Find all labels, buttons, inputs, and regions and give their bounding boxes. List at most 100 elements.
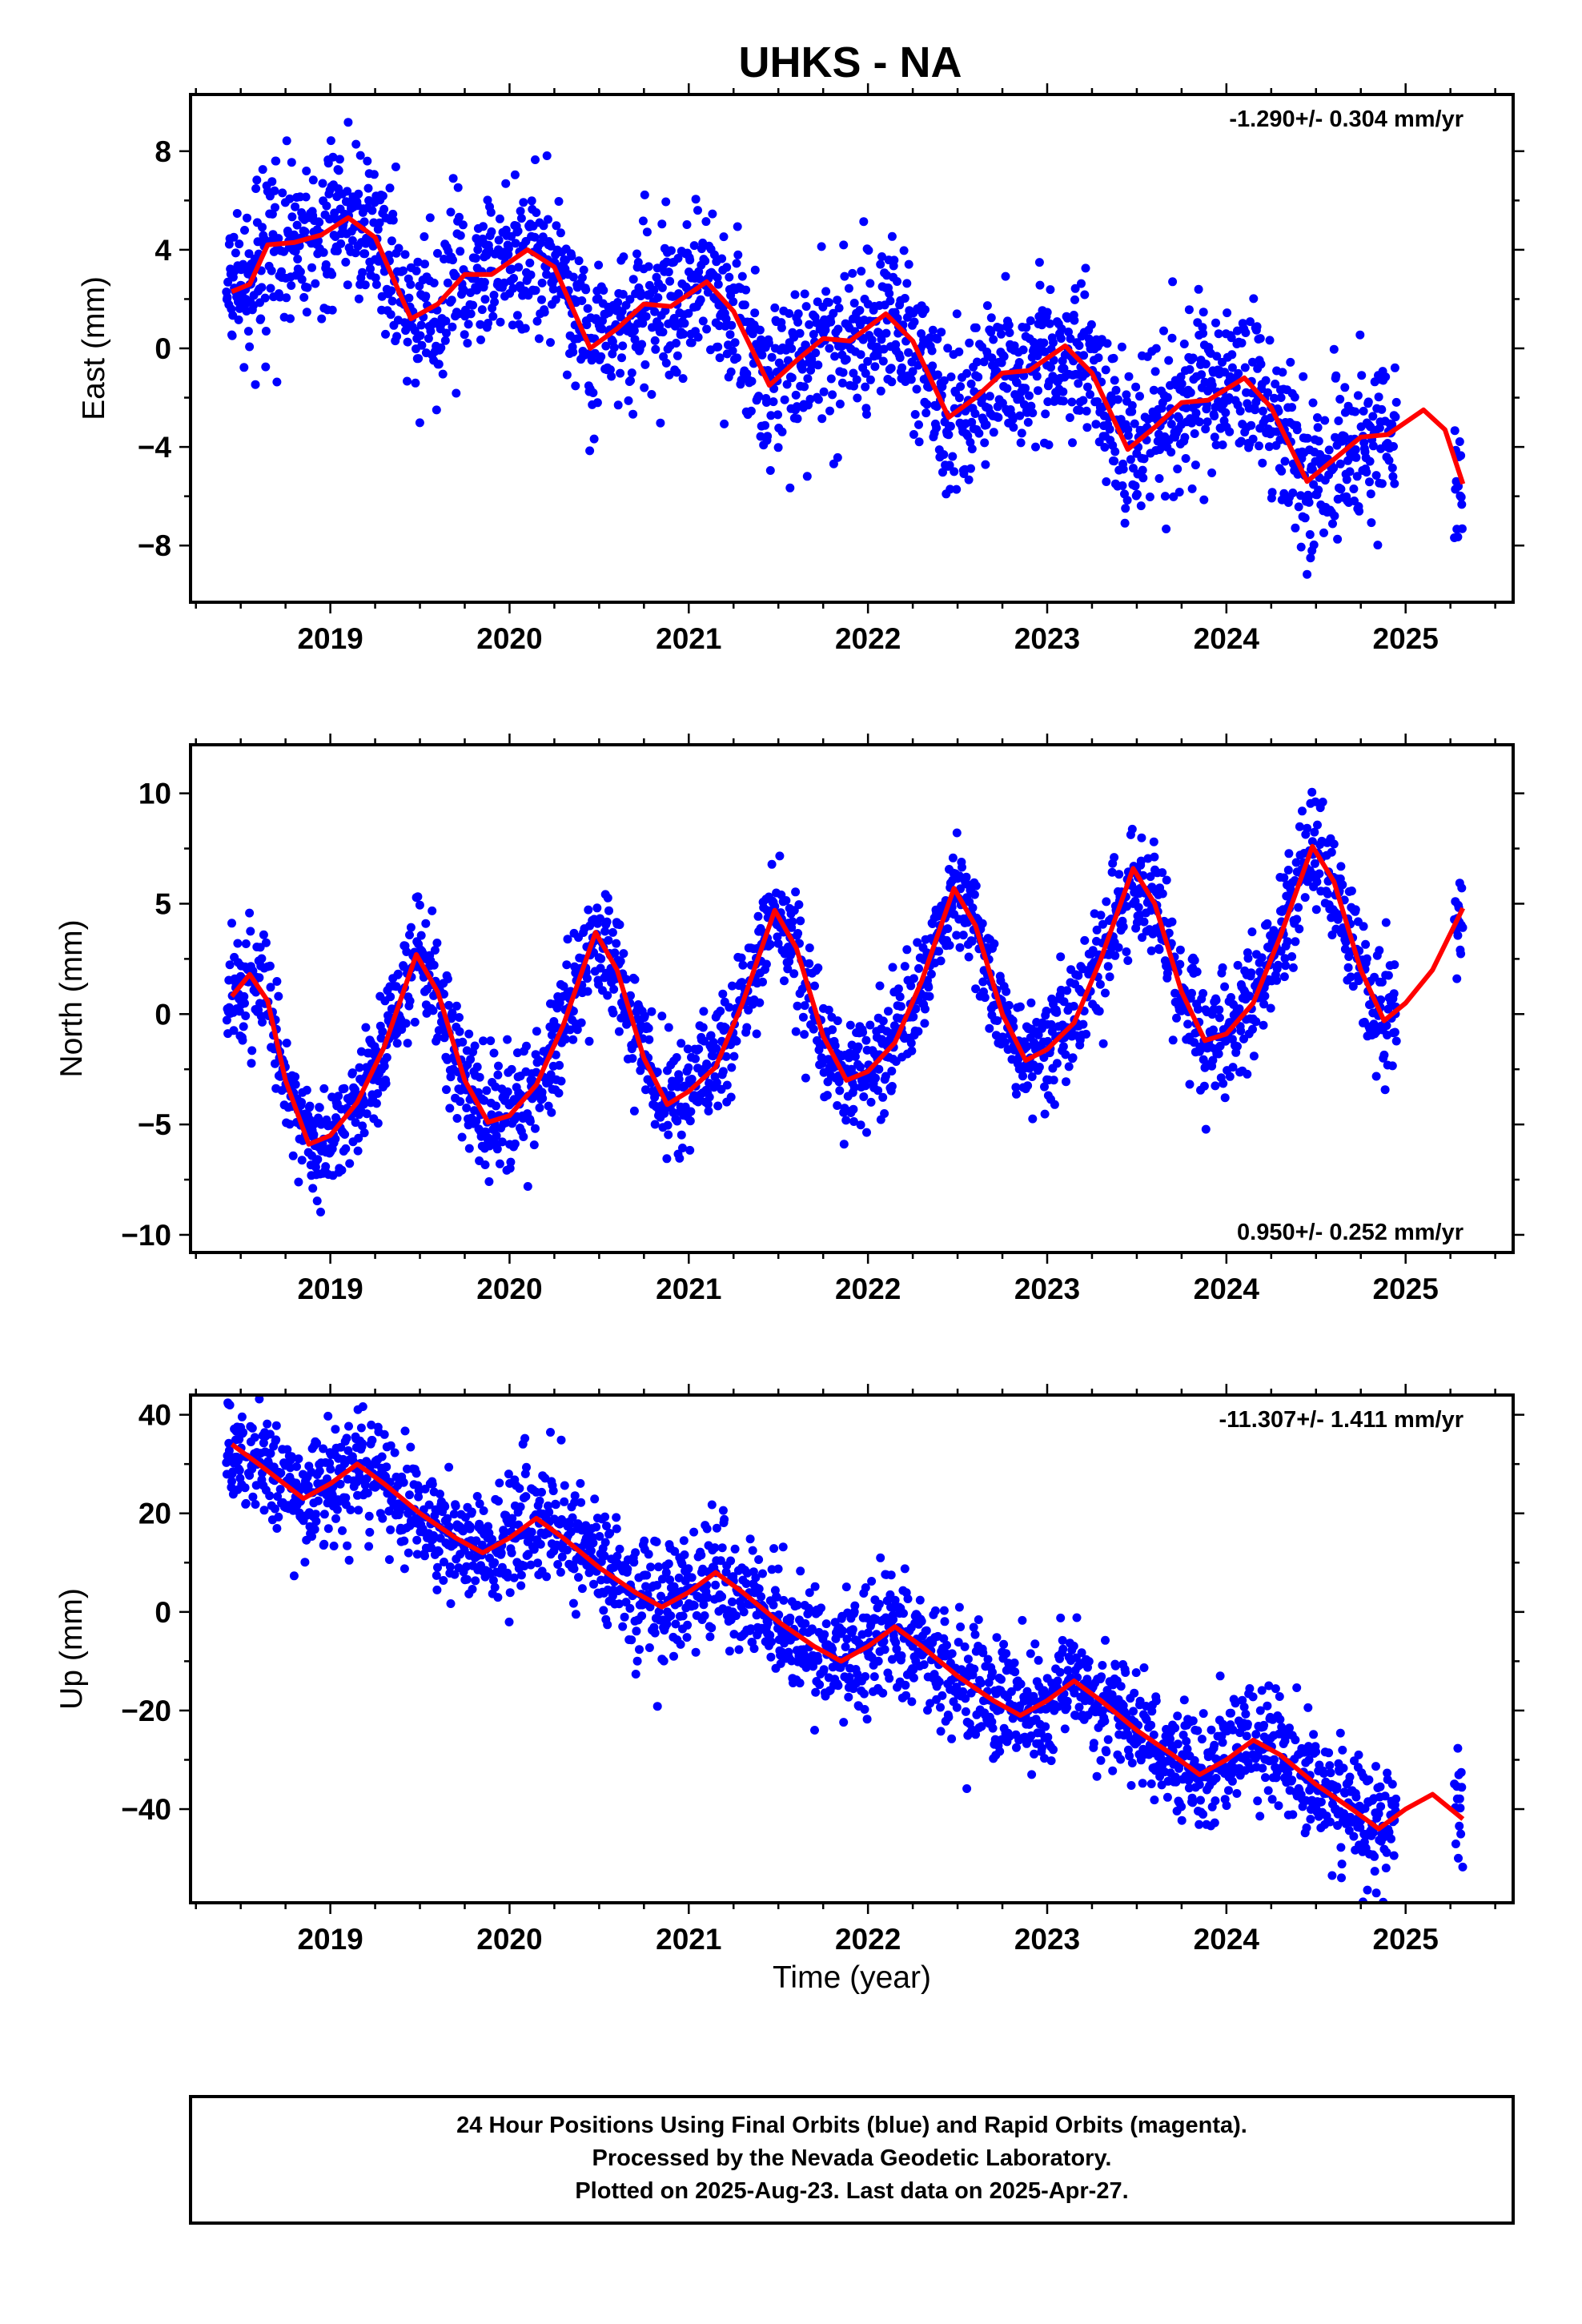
- data-point: [1236, 436, 1246, 446]
- data-point: [672, 339, 681, 348]
- data-point: [456, 247, 465, 256]
- data-point: [1258, 406, 1267, 416]
- data-point: [899, 246, 909, 255]
- data-point: [552, 221, 561, 231]
- chart-title: UHKS - NA: [739, 38, 962, 86]
- data-point: [1249, 294, 1259, 304]
- x-tick-label: 2019: [297, 622, 363, 655]
- data-point: [452, 388, 461, 398]
- data-point: [256, 314, 266, 324]
- data-point: [1181, 454, 1191, 463]
- data-point: [895, 353, 905, 363]
- data-point: [1456, 451, 1466, 460]
- data-point: [1114, 870, 1124, 879]
- data-point: [492, 1144, 502, 1154]
- data-point: [1225, 427, 1235, 436]
- data-point: [1331, 371, 1341, 380]
- data-point: [1236, 1026, 1246, 1035]
- data-point: [1329, 463, 1339, 472]
- data-point: [1052, 1059, 1062, 1068]
- data-point: [1307, 787, 1317, 797]
- data-point: [1175, 945, 1185, 955]
- data-point: [1078, 1019, 1088, 1029]
- data-point: [1342, 475, 1351, 485]
- data-point: [986, 328, 996, 337]
- data-point: [432, 939, 442, 947]
- data-point: [571, 1610, 580, 1619]
- data-point: [1218, 440, 1227, 449]
- data-point: [335, 1479, 345, 1489]
- data-point: [805, 943, 814, 953]
- data-point: [1138, 933, 1146, 943]
- data-point: [689, 241, 699, 251]
- data-point: [300, 1558, 310, 1567]
- data-point: [1187, 484, 1197, 493]
- data-point: [730, 338, 740, 348]
- data-point: [708, 209, 717, 219]
- data-point: [725, 330, 735, 340]
- data-point: [889, 255, 899, 265]
- data-point: [482, 1086, 492, 1096]
- data-point: [747, 376, 757, 386]
- data-point: [1355, 330, 1365, 340]
- data-point: [1310, 858, 1319, 868]
- data-point: [440, 1502, 450, 1511]
- data-point: [448, 174, 458, 183]
- data-point: [619, 252, 628, 262]
- data-point: [291, 202, 300, 211]
- data-point: [1456, 493, 1466, 502]
- data-point: [521, 1492, 531, 1502]
- data-point: [885, 296, 895, 306]
- data-point: [312, 1196, 322, 1206]
- data-point: [733, 250, 743, 259]
- data-point: [756, 432, 765, 441]
- data-point: [560, 1481, 569, 1490]
- data-point: [1251, 1017, 1261, 1027]
- data-point: [1351, 407, 1360, 416]
- data-point: [571, 381, 580, 391]
- data-point: [367, 1420, 376, 1429]
- data-point: [1243, 1069, 1252, 1079]
- data-point: [285, 194, 295, 203]
- x-tick-label: 2023: [1014, 622, 1080, 655]
- data-point: [849, 1083, 859, 1092]
- data-point: [1082, 406, 1091, 416]
- data-point: [1175, 959, 1185, 969]
- data-point: [299, 292, 309, 302]
- data-point: [683, 1044, 693, 1054]
- data-point: [1023, 417, 1033, 427]
- data-point: [1122, 390, 1131, 400]
- data-point: [699, 1007, 709, 1016]
- data-point: [1284, 849, 1294, 858]
- data-point: [287, 1452, 296, 1462]
- data-point: [763, 432, 773, 441]
- data-point: [1304, 497, 1314, 507]
- data-point: [684, 308, 693, 318]
- data-point: [526, 270, 536, 279]
- data-point: [504, 1617, 514, 1626]
- data-point: [315, 1103, 324, 1112]
- data-point: [1075, 406, 1085, 415]
- data-point: [300, 227, 310, 236]
- data-point: [630, 975, 640, 984]
- data-point: [1026, 401, 1036, 411]
- data-point: [887, 1082, 897, 1091]
- data-point: [260, 293, 270, 303]
- data-point: [258, 223, 267, 232]
- data-point: [1139, 454, 1149, 464]
- data-point: [1251, 405, 1260, 415]
- data-point: [343, 118, 353, 127]
- data-point: [294, 1454, 303, 1464]
- data-point: [305, 1101, 315, 1111]
- data-point: [864, 246, 873, 255]
- data-point: [399, 962, 408, 971]
- data-point: [672, 368, 681, 377]
- data-point: [1257, 953, 1267, 963]
- data-point: [399, 266, 408, 275]
- data-point: [773, 443, 783, 452]
- data-point: [1311, 797, 1320, 806]
- panels: 2019 2020 2021 2022 2023 2024 2025−8−4048East …: [54, 83, 1524, 1995]
- data-point: [809, 330, 818, 339]
- data-point: [400, 250, 410, 259]
- data-point: [785, 483, 795, 493]
